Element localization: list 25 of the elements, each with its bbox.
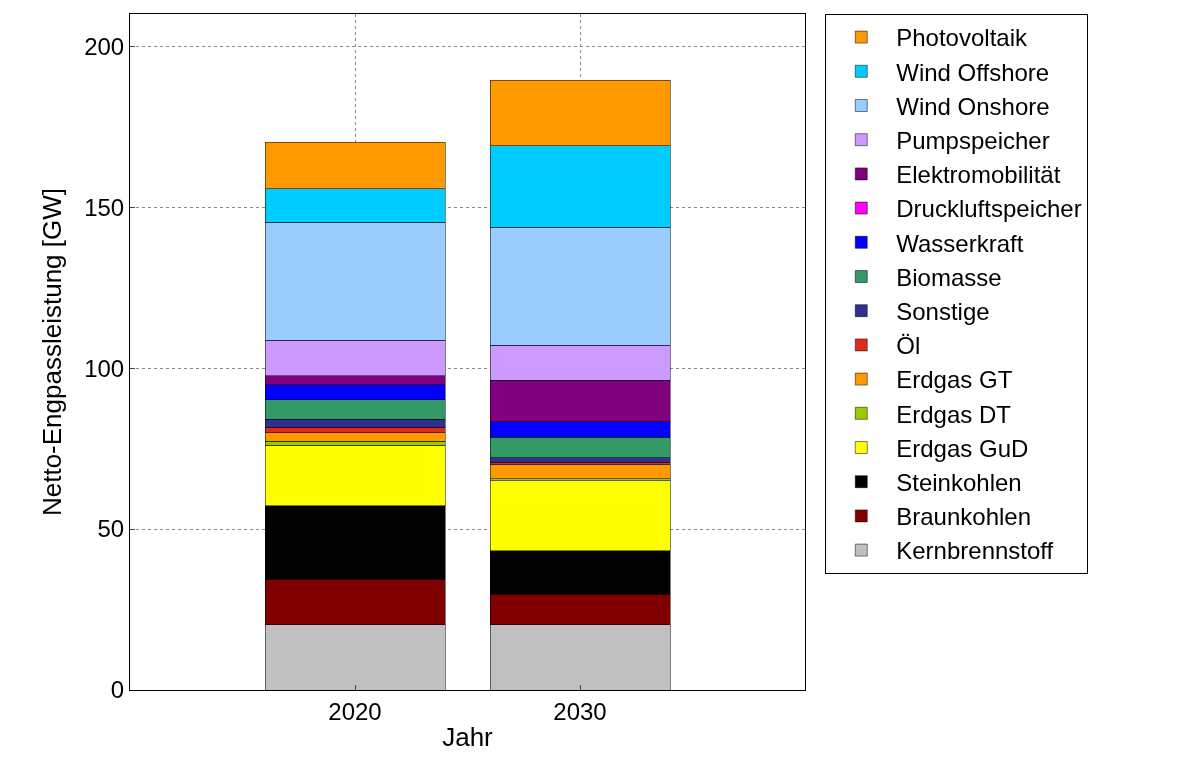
legend-label: Wasserkraft bbox=[896, 229, 1024, 257]
legend-label: Druckluftspeicher bbox=[896, 195, 1082, 223]
legend-label: Wind Offshore bbox=[896, 58, 1050, 86]
x-tick-label: 2030 bbox=[553, 697, 607, 725]
y-tick-label: 150 bbox=[84, 193, 125, 221]
legend-label: Sonstige bbox=[896, 298, 990, 326]
legend-label: Erdgas DT bbox=[896, 400, 1012, 428]
y-tick-label: 200 bbox=[84, 32, 125, 60]
legend-label: Steinkohlen bbox=[896, 469, 1022, 497]
y-tick-label: 50 bbox=[97, 515, 125, 543]
x-tick-label: 2020 bbox=[328, 697, 382, 725]
legend-label: Pumpspeicher bbox=[896, 127, 1050, 155]
y-tick-label: 0 bbox=[110, 676, 125, 704]
legend-label: Öl bbox=[896, 332, 921, 360]
y-axis-title: Netto-Engpassleistung [GW] bbox=[36, 187, 67, 517]
legend-label: Erdgas GuD bbox=[896, 434, 1029, 462]
legend-label: Kernbrennstoff bbox=[896, 537, 1054, 565]
legend-label: Biomasse bbox=[896, 263, 1002, 291]
x-axis-title: Jahr bbox=[442, 722, 494, 753]
legend-label: Erdgas GT bbox=[896, 366, 1013, 394]
legend-label: Braunkohlen bbox=[896, 503, 1032, 531]
legend-label: Photovoltaik bbox=[896, 24, 1028, 52]
y-tick-label: 100 bbox=[84, 354, 125, 382]
legend-label: Elektromobilität bbox=[896, 161, 1061, 189]
legend-label: Wind Onshore bbox=[896, 92, 1050, 120]
